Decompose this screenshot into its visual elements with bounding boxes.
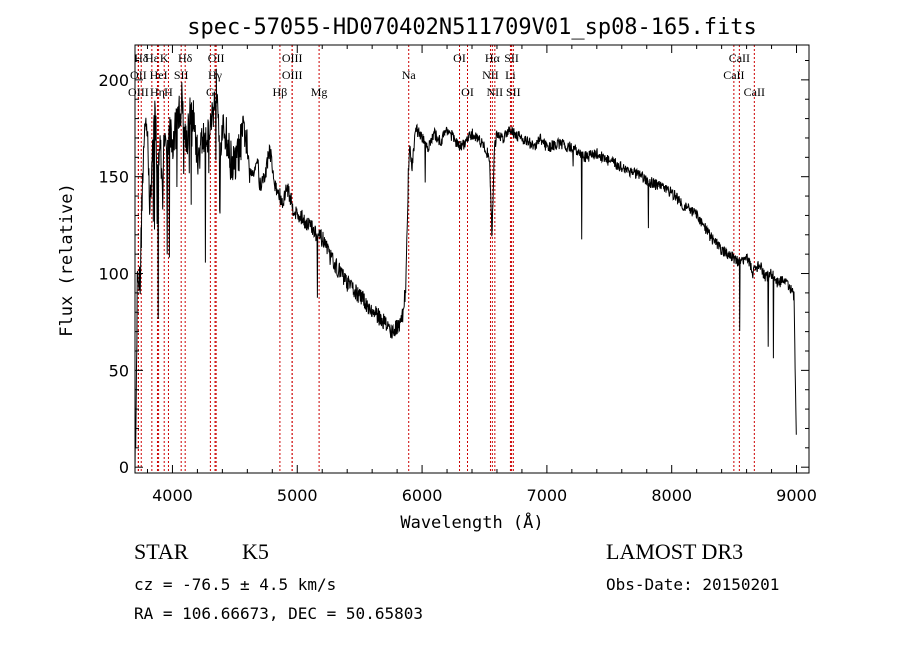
coordinates-info: RA = 106.66673, DEC = 50.65803 [134,604,423,623]
spectral-line-label: CaII [729,51,750,65]
spectral-line-label: OIII [282,68,303,82]
spectral-line-label: OI [453,51,466,65]
spectral-line-label: CaII [723,68,744,82]
spectral-line-label: Hδ [178,51,193,65]
spectral-line-label: Hδ [134,51,149,65]
spectral-line-label: Hγ [208,68,223,82]
spectral-line-label: K [160,51,169,65]
y-tick-label: 100 [98,265,129,284]
spectral-line-label: Hα [485,51,501,65]
spectral-line-label: OII [130,68,147,82]
y-tick-label: 50 [109,361,129,380]
spectral-line-label: HeI [150,68,168,82]
spectral-line-label: Na [402,68,417,82]
survey-name: LAMOST DR3 [606,539,743,564]
spectral-line-label: NII [482,68,499,82]
spectral-line-label: G [206,85,215,99]
spectral-line-label: Hη [150,85,165,99]
spectral-line-label: OIII [282,51,303,65]
object-class: STAR [134,539,189,564]
x-tick-label: 4000 [152,486,193,505]
spectral-line-label: CaII [744,85,765,99]
object-subclass: K5 [242,539,269,564]
redshift-info: cz = -76.5 ± 4.5 km/s [134,575,336,594]
spectral-line-label: SII [506,85,521,99]
y-tick-label: 200 [98,71,129,90]
x-axis-label: Wavelength (Å) [400,511,543,533]
spectral-line-markers [137,45,755,473]
spectral-line-label: Hβ [273,85,288,99]
spectral-line-label: OII [208,51,225,65]
spectral-line-label: SII [504,51,519,65]
spectral-line-label: H [164,85,173,99]
plot-frame [134,44,810,474]
spectral-line-label: OIII [128,85,149,99]
spectral-line-label: NII [487,85,504,99]
x-tick-label: 7000 [527,486,568,505]
x-tick-label: 8000 [651,486,692,505]
spectrum-line [134,68,797,472]
x-tick-label: 9000 [776,486,817,505]
y-tick-label: 150 [98,168,129,187]
spectral-line-label: OI [461,85,474,99]
x-tick-label: 5000 [277,486,318,505]
spectral-line-label: SII [174,68,189,82]
axis-ticks: 4000 5000 6000 7000 8000 9000 0 50 100 150 200 [98,45,817,505]
spectral-line-label: Hε [145,51,159,65]
chart-title: spec-57055-HD070402N511709V01_sp08-165.f… [187,15,757,40]
y-tick-label: 0 [119,458,129,477]
observation-date: Obs-Date: 20150201 [606,575,779,594]
x-tick-label: 6000 [402,486,443,505]
spectrum-series [134,68,797,472]
spectral-line-label: Mg [311,85,328,99]
y-axis-label: Flux (relative) [57,183,77,337]
spectral-line-label: Li [505,68,516,82]
